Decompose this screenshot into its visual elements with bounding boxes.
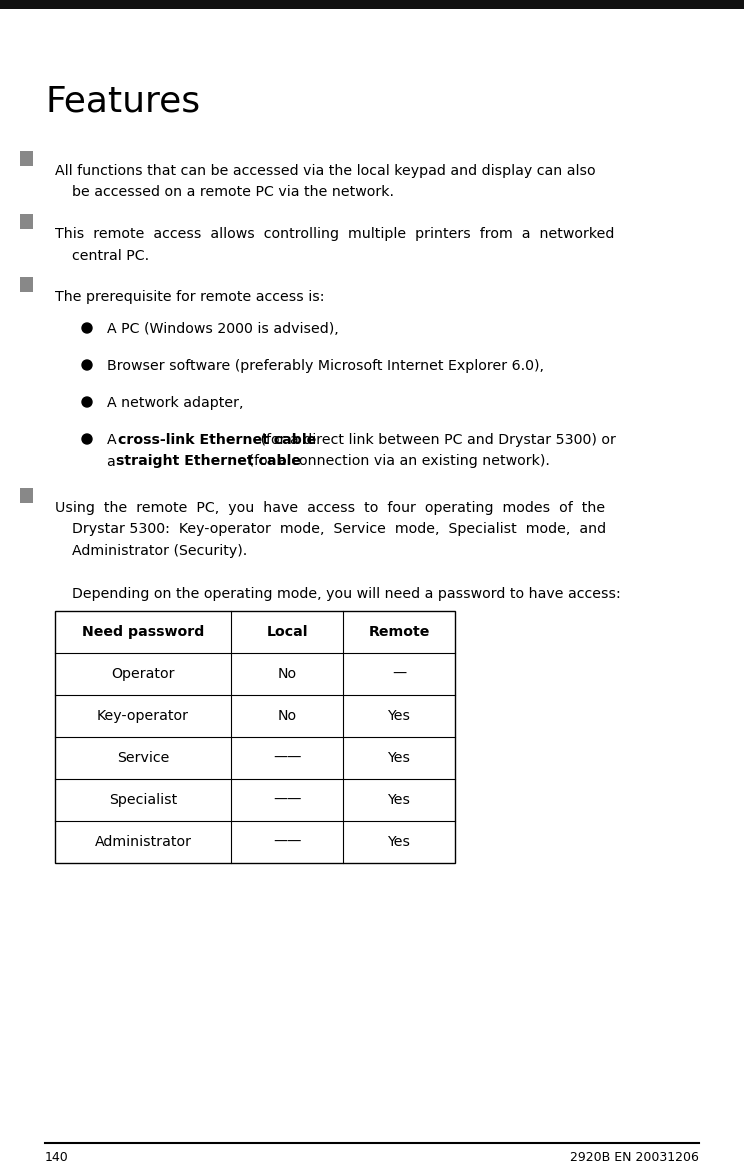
Text: No: No: [278, 667, 297, 682]
Text: ——: ——: [273, 793, 301, 807]
Bar: [20, 487, 33, 504]
Text: Specialist: Specialist: [109, 793, 177, 807]
Circle shape: [82, 360, 92, 371]
Text: Features: Features: [45, 84, 200, 118]
Text: central PC.: central PC.: [72, 249, 149, 263]
Text: ——: ——: [273, 835, 301, 849]
Text: Drystar 5300:  Key-operator  mode,  Service  mode,  Specialist  mode,  and: Drystar 5300: Key-operator mode, Service…: [72, 523, 606, 537]
Text: ——: ——: [273, 750, 301, 765]
Text: Yes: Yes: [388, 750, 411, 765]
Text: This  remote  access  allows  controlling  multiple  printers  from  a  networke: This remote access allows controlling mu…: [55, 227, 615, 241]
Bar: [20, 277, 33, 292]
Text: Administrator: Administrator: [94, 835, 191, 849]
Text: 2920B EN 20031206: 2920B EN 20031206: [570, 1151, 699, 1164]
Text: 140: 140: [45, 1151, 68, 1164]
Text: A: A: [107, 433, 121, 447]
Text: Yes: Yes: [388, 793, 411, 807]
Text: The prerequisite for remote access is:: The prerequisite for remote access is:: [55, 290, 324, 304]
Text: No: No: [278, 710, 297, 722]
Text: A PC (Windows 2000 is advised),: A PC (Windows 2000 is advised),: [107, 321, 339, 336]
Text: cross-link Ethernet cable: cross-link Ethernet cable: [118, 433, 316, 447]
Text: Key-operator: Key-operator: [97, 710, 189, 722]
Text: Remote: Remote: [368, 625, 430, 639]
Text: Operator: Operator: [112, 667, 175, 682]
Text: a: a: [107, 455, 121, 469]
Text: Need password: Need password: [82, 625, 204, 639]
Text: straight Ethernet cable: straight Ethernet cable: [117, 455, 301, 469]
Text: Yes: Yes: [388, 835, 411, 849]
Circle shape: [82, 323, 92, 333]
Text: Local: Local: [266, 625, 308, 639]
Circle shape: [82, 434, 92, 444]
Circle shape: [82, 397, 92, 407]
Text: Browser software (preferably Microsoft Internet Explorer 6.0),: Browser software (preferably Microsoft I…: [107, 359, 544, 373]
Bar: [0, 0, 744, 9]
Text: Yes: Yes: [388, 710, 411, 722]
Text: Administrator (Security).: Administrator (Security).: [72, 544, 247, 558]
Bar: [20, 151, 33, 166]
Text: A network adapter,: A network adapter,: [107, 396, 243, 410]
Text: be accessed on a remote PC via the network.: be accessed on a remote PC via the netwo…: [72, 186, 394, 200]
Text: (for a direct link between PC and Drystar 5300) or: (for a direct link between PC and Drysta…: [256, 433, 616, 447]
Text: All functions that can be accessed via the local keypad and display can also: All functions that can be accessed via t…: [55, 164, 596, 178]
Text: Depending on the operating mode, you will need a password to have access:: Depending on the operating mode, you wil…: [72, 587, 620, 601]
Text: Service: Service: [117, 750, 169, 765]
Text: (for a connection via an existing network).: (for a connection via an existing networ…: [243, 455, 549, 469]
Bar: [55, 611, 455, 863]
Bar: [20, 214, 33, 229]
Text: Using  the  remote  PC,  you  have  access  to  four  operating  modes  of  the: Using the remote PC, you have access to …: [55, 502, 605, 516]
Text: —: —: [392, 667, 406, 682]
